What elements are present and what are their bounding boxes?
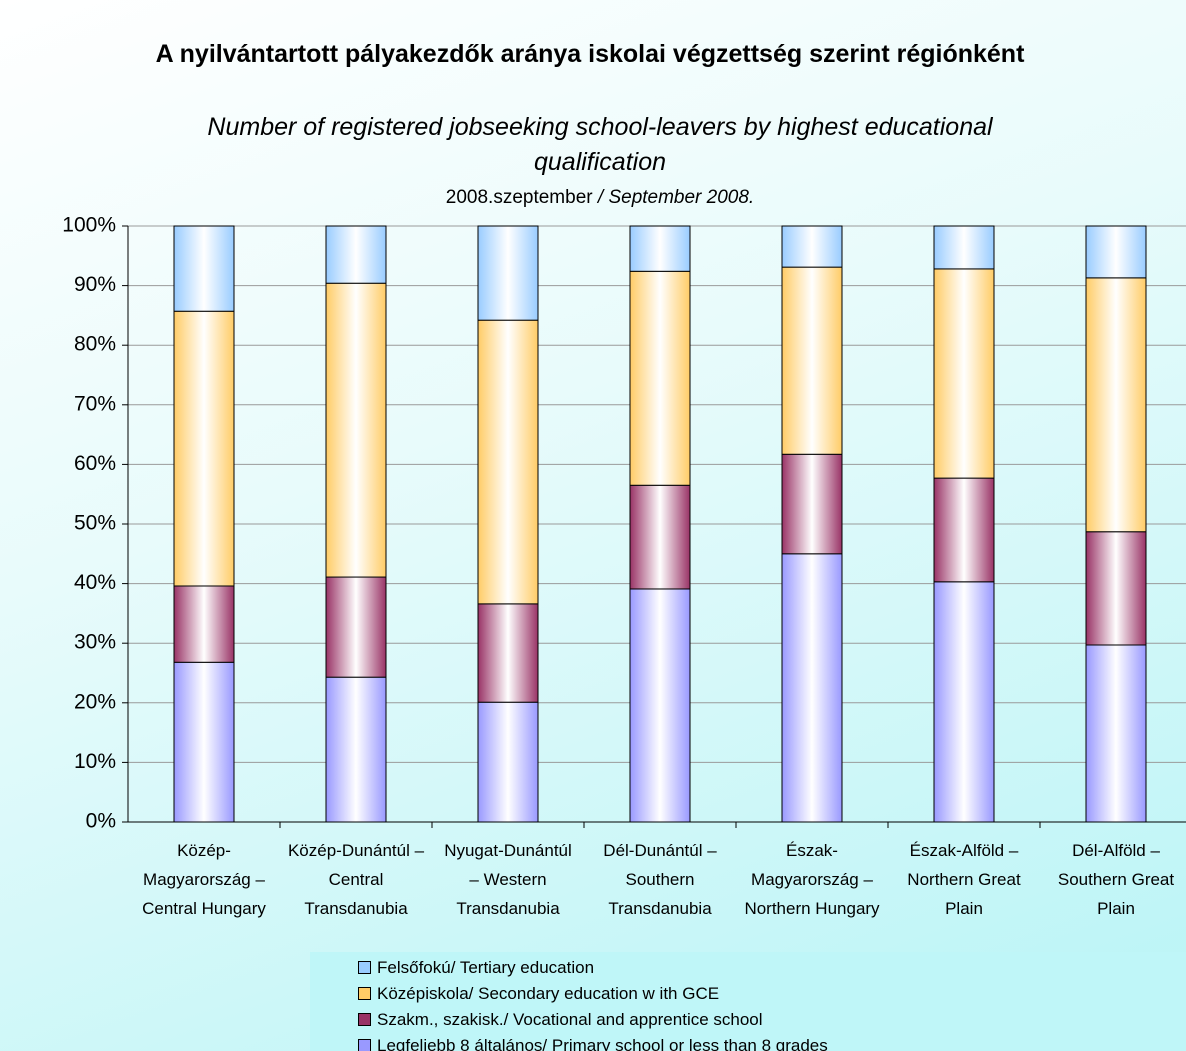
bar-segment: [933, 581, 995, 823]
legend-label: Szakm., szakisk./ Vocational and apprent…: [377, 1010, 763, 1029]
bar-segment: [477, 225, 539, 321]
date-hu: 2008.szeptember: [445, 187, 593, 208]
chart-title: A nyilvántartott pályakezdők aránya isko…: [155, 40, 1025, 68]
bar-segment: [781, 266, 843, 455]
y-tick-label: 80%: [74, 333, 116, 356]
x-tick-label: Dél-Alföld – Southern Great Plain: [1057, 841, 1175, 918]
x-tick-label: Észak-Alföld – Northern Great Plain: [907, 841, 1021, 918]
x-tick-label: Észak-Magyarország – Northern Hungary: [744, 841, 880, 918]
y-tick-label: 60%: [74, 452, 116, 475]
bar-segment: [933, 268, 995, 479]
legend-entry: Legfeljebb 8 általános/ Primary school o…: [358, 1033, 828, 1051]
chart-subtitle: Number of registered jobseeking school-l…: [207, 113, 993, 176]
bar-segment: [1085, 277, 1147, 533]
legend-label: Középiskola/ Secondary education w ith G…: [377, 984, 720, 1003]
bar-segment: [325, 225, 387, 284]
bar-segment: [173, 585, 235, 663]
y-tick-label: 100%: [62, 214, 116, 237]
bar-segment: [1085, 644, 1147, 823]
y-tick-label: 20%: [74, 690, 116, 713]
bar-segment: [477, 319, 539, 605]
bar-segment: [629, 484, 691, 590]
bar-segment: [629, 225, 691, 272]
legend-entry: Felsőfokú/ Tertiary education: [358, 955, 594, 981]
x-tick-label: Közép-Magyarország – Central Hungary: [142, 841, 266, 918]
date-en: / September 2008.: [597, 187, 755, 208]
legend-entry: Szakm., szakisk./ Vocational and apprent…: [358, 1007, 763, 1033]
legend-swatch: [358, 1039, 371, 1051]
x-tick-label: Nyugat-Dunántúl – Western Transdanubia: [444, 841, 572, 918]
legend-entry: Középiskola/ Secondary education w ith G…: [358, 981, 719, 1007]
bar-segment: [1085, 225, 1147, 279]
bar-segment: [325, 282, 387, 578]
bar-segment: [629, 588, 691, 823]
bar-segment: [325, 676, 387, 823]
x-tick-label: Közép-Dunántúl – Central Transdanubia: [287, 841, 425, 918]
y-tick-label: 0%: [86, 810, 116, 833]
chart-date: 2008.szeptember / September 2008.: [200, 187, 1000, 209]
bar-segment: [933, 477, 995, 583]
y-tick-label: 70%: [74, 392, 116, 415]
bar-segment: [781, 225, 843, 268]
legend-label: Felsőfokú/ Tertiary education: [377, 958, 595, 977]
bar-segment: [1085, 531, 1147, 646]
bar-segment: [477, 603, 539, 703]
legend: Felsőfokú/ Tertiary education Középiskola…: [310, 952, 1186, 1051]
legend-label: Legfeljebb 8 általános/ Primary school o…: [377, 1036, 828, 1051]
y-tick-label: 40%: [74, 571, 116, 594]
y-tick-label: 10%: [74, 750, 116, 773]
y-tick-label: 90%: [74, 273, 116, 296]
bar-segment: [325, 576, 387, 678]
legend-swatch: [358, 987, 371, 1000]
bar-segment: [629, 270, 691, 486]
bar-segment: [173, 225, 235, 312]
y-tick-label: 50%: [74, 512, 116, 535]
bar-segment: [781, 453, 843, 555]
bar-segment: [781, 553, 843, 823]
bar-segment: [933, 225, 995, 270]
bar-segment: [477, 701, 539, 823]
bar-segment: [173, 310, 235, 587]
legend-swatch: [358, 1013, 371, 1026]
y-tick-label: 30%: [74, 631, 116, 654]
bar-segment: [173, 661, 235, 823]
legend-swatch: [358, 961, 371, 974]
x-tick-label: Dél-Dunántúl – Southern Transdanubia: [603, 841, 717, 918]
